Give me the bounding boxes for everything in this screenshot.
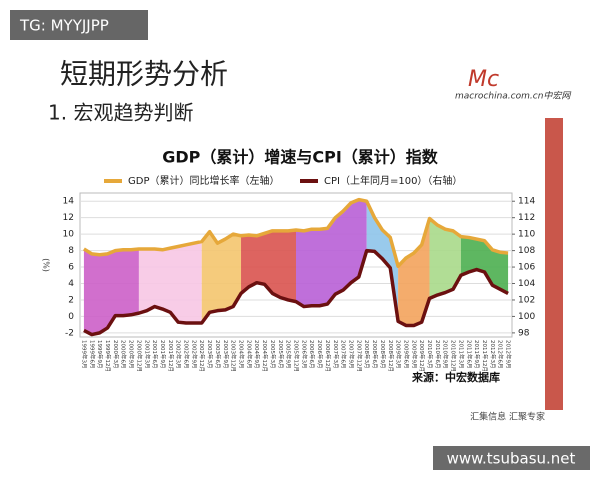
x-tick-label: 2009年3月 [395, 340, 403, 369]
x-tick-label: 2004年9月 [253, 340, 261, 369]
y2-tick-label: 108 [518, 246, 535, 256]
slide-title: 短期形势分析 [60, 58, 228, 91]
y-tick-label: 0 [68, 312, 74, 322]
x-tick-label: 2005年6月 [277, 340, 285, 369]
x-tick-label: 2009年12月 [418, 340, 426, 372]
x-tick-label: 2001年12月 [167, 340, 175, 372]
y-tick-label: 4 [68, 279, 74, 289]
x-tick-label: 1999年3月 [80, 340, 88, 369]
band-fill [83, 248, 139, 335]
band-fill [201, 231, 242, 324]
subtitle: 1. 宏观趋势判断 [48, 101, 193, 125]
x-tick-label: 2008年9月 [379, 340, 387, 369]
band-fill [138, 241, 202, 324]
x-tick-label: 2011年6月 [465, 340, 473, 369]
watermark-box [10, 10, 148, 40]
site-box [433, 446, 590, 470]
source: 来源：中宏数据库 [411, 370, 500, 384]
x-tick-label: 2012年9月 [505, 340, 513, 369]
x-tick-label: 2000年12月 [135, 340, 143, 372]
x-tick-label: 2007年6月 [340, 340, 348, 369]
x-tick-label: 2000年6月 [120, 340, 128, 369]
y-tick-label: 14 [63, 197, 75, 207]
x-tick-label: 2011年3月 [457, 340, 465, 369]
chart-title: GDP（累计）增速与CPI（累计）指数 [162, 148, 439, 167]
x-tick-label: 2001年6月 [151, 340, 159, 369]
x-tick-label: 2003年3月 [206, 340, 214, 369]
x-tick-label: 2001年3月 [143, 340, 151, 369]
y2-tick-label: 110 [518, 230, 535, 240]
x-tick-label: 2004年3月 [238, 340, 246, 369]
x-tick-label: 2006年3月 [300, 340, 308, 369]
x-tick-label: 2010年9月 [442, 340, 450, 369]
x-tick-label: 2005年12月 [293, 340, 301, 372]
x-tick-label: 2007年9月 [347, 340, 355, 369]
series-line [83, 248, 509, 337]
logo-text: macrochina.com.cn中宏网 [455, 91, 571, 102]
y-axis-label: (%) [42, 258, 51, 272]
x-tick-label: 2002年6月 [183, 340, 191, 369]
y-tick-label: 12 [63, 213, 74, 223]
x-tick-label: 2004年6月 [245, 340, 253, 369]
series-line [82, 197, 509, 268]
site: www.tsubasu.net [447, 450, 576, 468]
side-bar [545, 118, 563, 410]
y-tick-label: -2 [65, 328, 74, 338]
x-tick-label: 1999年12月 [104, 340, 112, 372]
x-tick-label: 2001年9月 [159, 340, 167, 369]
y2-tick-label: 104 [518, 279, 535, 289]
x-tick-label: 2006年9月 [316, 340, 324, 369]
y2-tick-label: 98 [518, 328, 530, 338]
logo-mark: Mc [468, 67, 499, 92]
y2-tick-label: 112 [518, 213, 535, 223]
x-tick-label: 2008年12月 [387, 340, 395, 372]
x-tick-label: 2011年12月 [481, 340, 489, 372]
x-tick-label: 2003年6月 [214, 340, 222, 369]
band-fill [366, 201, 399, 322]
x-tick-label: 2009年6月 [402, 340, 410, 369]
x-tick-label: 2002年12月 [198, 340, 206, 372]
x-tick-label: 1999年6月 [88, 340, 96, 369]
y2-tick-label: 106 [518, 263, 535, 273]
x-tick-label: 1999年9月 [96, 340, 104, 369]
x-tick-label: 2011年9月 [473, 340, 481, 369]
band-fill [296, 199, 367, 307]
legend-label: GDP（累计）同比增长率（左轴） [128, 174, 279, 187]
footer: 汇集信息 汇聚专家 [470, 411, 545, 423]
x-tick-label: 2004年12月 [261, 340, 269, 372]
x-tick-label: 2003年12月 [230, 340, 238, 372]
x-tick-label: 2005年9月 [285, 340, 293, 369]
x-tick-label: 2012年6月 [497, 340, 505, 368]
x-tick-label: 2005年3月 [269, 340, 277, 369]
legend-label: CPI（上年同月=100）（右轴） [324, 174, 462, 187]
y-tick-label: 2 [68, 295, 74, 305]
x-tick-label: 2008年6月 [371, 340, 379, 369]
x-tick-label: 2012年3月 [489, 340, 497, 369]
y2-tick-label: 102 [518, 295, 535, 305]
y-tick-label: 6 [68, 263, 74, 273]
y2-tick-label: 114 [518, 197, 535, 207]
x-tick-label: 2009年9月 [410, 340, 418, 369]
x-tick-label: 2006年6月 [308, 340, 316, 369]
x-tick-label: 2007年12月 [355, 340, 363, 372]
watermark: TG: MYYJJPP [19, 17, 109, 35]
y-tick-label: 10 [63, 230, 75, 240]
x-tick-label: 2006年12月 [324, 340, 332, 372]
y2-tick-label: 100 [518, 312, 535, 322]
y-tick-label: 8 [68, 246, 74, 256]
band-fill [460, 236, 509, 294]
x-tick-label: 2008年3月 [363, 340, 371, 369]
x-tick-label: 2007年3月 [332, 340, 340, 369]
x-tick-label: 2010年12月 [450, 340, 458, 372]
x-tick-label: 2002年9月 [190, 340, 198, 369]
x-tick-label: 2010年3月 [426, 340, 434, 369]
x-tick-label: 2000年9月 [128, 340, 136, 369]
x-tick-label: 2010年6月 [434, 340, 442, 369]
x-tick-label: 2003年9月 [222, 340, 230, 369]
x-tick-label: 2002年3月 [175, 340, 183, 369]
x-tick-label: 2000年3月 [112, 340, 120, 369]
band-fill [429, 218, 461, 299]
